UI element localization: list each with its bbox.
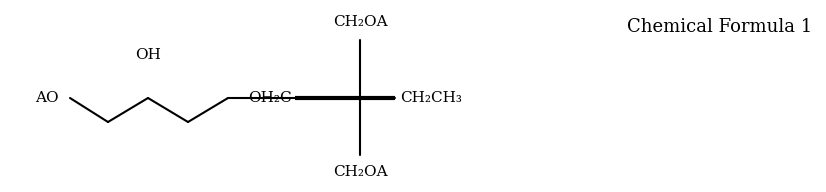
Text: OH₂C: OH₂C xyxy=(249,91,292,105)
Text: Chemical Formula 1: Chemical Formula 1 xyxy=(628,18,813,36)
Text: CH₂OA: CH₂OA xyxy=(333,165,387,179)
Text: OH: OH xyxy=(135,48,161,62)
Text: CH₂OA: CH₂OA xyxy=(333,15,387,29)
Text: CH₂CH₃: CH₂CH₃ xyxy=(400,91,462,105)
Text: AO: AO xyxy=(36,91,59,105)
